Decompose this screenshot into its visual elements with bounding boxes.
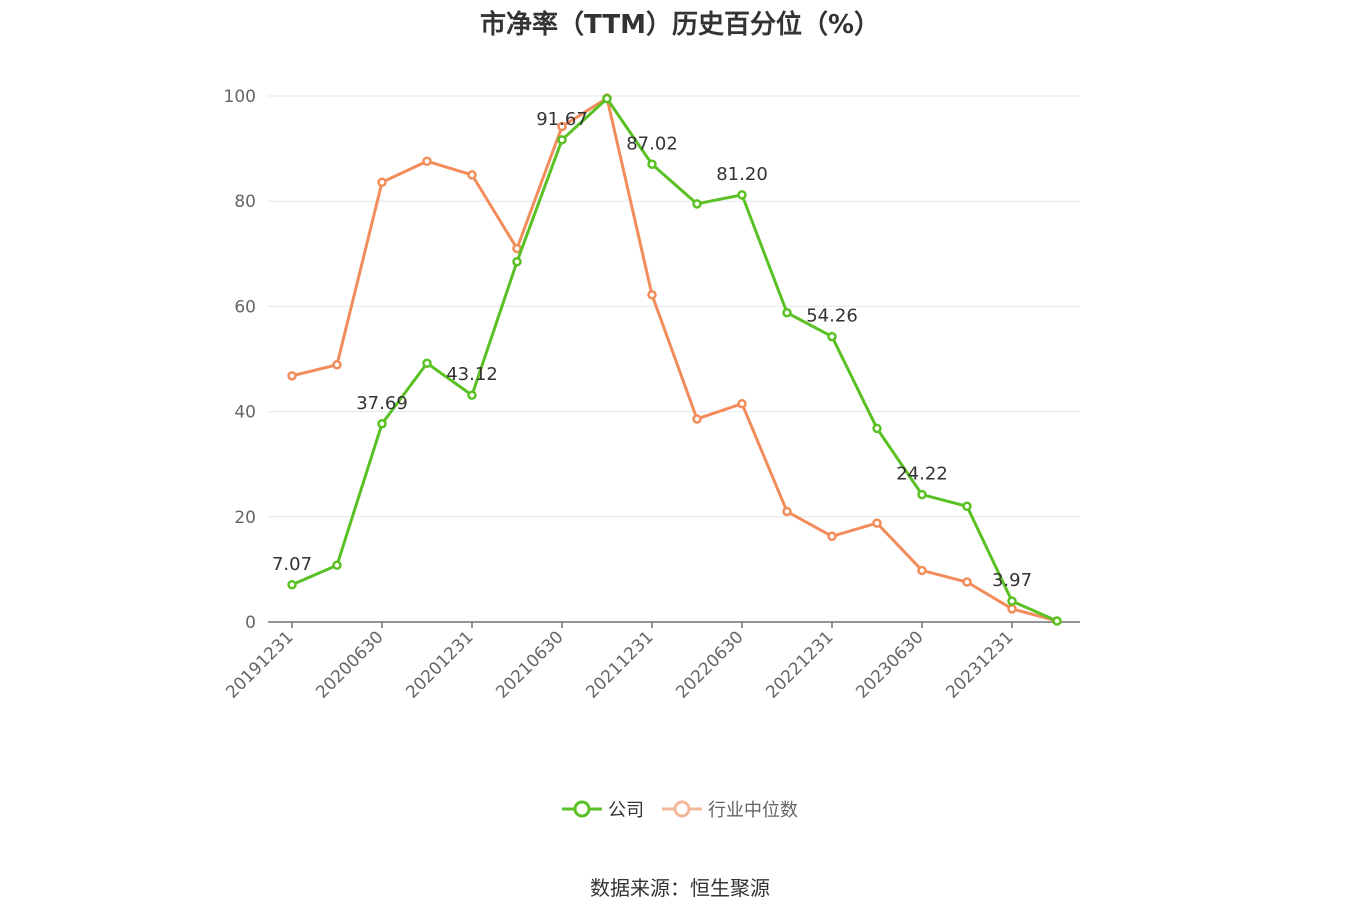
- x-tick-label: 20191231: [222, 627, 297, 702]
- point-company: [827, 331, 837, 342]
- point-company: [872, 423, 882, 434]
- data-label: 3.97: [992, 570, 1032, 591]
- data-label: 24.22: [896, 464, 948, 485]
- y-tick-label: 60: [234, 297, 256, 317]
- data-label: 87.02: [626, 133, 678, 154]
- point-company: [917, 489, 927, 500]
- legend-company-label: 公司: [608, 800, 644, 821]
- point-industry: [692, 414, 702, 424]
- point-company: [1007, 596, 1017, 606]
- point-industry: [1007, 604, 1017, 614]
- series-lines: [287, 93, 1062, 626]
- point-company: [512, 256, 522, 267]
- point-industry: [827, 531, 837, 542]
- x-tick-label: 20220630: [672, 627, 747, 702]
- data-source: 数据来源：恒生聚源: [590, 876, 770, 900]
- x-tick-label: 20211231: [582, 627, 657, 702]
- point-industry: [287, 371, 297, 381]
- chart-title: 市净率（TTM）历史百分位（%）: [480, 10, 880, 40]
- grid-lines: [268, 95, 1080, 518]
- point-industry: [872, 518, 882, 528]
- point-company: [467, 390, 477, 400]
- point-company: [422, 358, 432, 368]
- data-label: 43.12: [446, 364, 498, 385]
- y-tick-label: 0: [245, 613, 256, 633]
- y-tick-label: 40: [234, 403, 256, 423]
- legend-item-industry[interactable]: 行业中位数: [662, 796, 798, 822]
- x-tick-label: 20221231: [762, 627, 837, 702]
- x-tick-label: 20231231: [942, 627, 1017, 702]
- x-tick-label: 20230630: [852, 627, 927, 702]
- point-company: [287, 580, 297, 590]
- point-industry: [422, 156, 432, 166]
- point-company: [1052, 616, 1062, 626]
- point-industry: [467, 170, 477, 180]
- point-company: [557, 135, 567, 145]
- point-company: [377, 419, 387, 429]
- point-industry: [782, 506, 792, 517]
- y-tick-label: 80: [234, 192, 256, 212]
- data-label: 81.20: [716, 164, 768, 185]
- y-tick-label: 20: [234, 508, 256, 528]
- data-label: 91.67: [536, 109, 588, 130]
- point-industry: [647, 290, 657, 300]
- point-company: [692, 199, 702, 209]
- point-industry: [557, 121, 567, 132]
- x-tick-label: 20201231: [402, 627, 477, 702]
- legend-industry-label: 行业中位数: [708, 800, 798, 821]
- point-industry: [737, 398, 747, 409]
- point-industry: [917, 565, 927, 576]
- x-tick-label: 20200630: [312, 627, 387, 702]
- y-tick-label: 100: [224, 87, 256, 107]
- legend-industry-marker: [662, 800, 702, 818]
- point-company: [602, 93, 612, 104]
- point-company: [782, 307, 792, 318]
- point-company: [332, 560, 342, 570]
- point-industry: [332, 360, 342, 370]
- point-industry: [377, 177, 387, 188]
- data-label: 7.07: [272, 554, 312, 575]
- legend: 公司 行业中位数: [0, 796, 1360, 822]
- point-company: [647, 159, 657, 170]
- series-line-company: [291, 97, 1058, 623]
- x-tick-label: 20210630: [492, 627, 567, 702]
- data-label: 37.69: [356, 393, 408, 414]
- legend-item-company[interactable]: 公司: [562, 796, 644, 822]
- point-company: [737, 190, 747, 200]
- data-labels: 7.07 37.69 43.12 91.67 87.02 81.20 54.26 24.22 3…: [272, 109, 1032, 591]
- legend-company-marker: [562, 800, 602, 818]
- series-line-industry: [291, 96, 1058, 623]
- point-industry: [962, 577, 972, 587]
- point-company: [962, 501, 972, 512]
- data-label: 54.26: [806, 306, 858, 327]
